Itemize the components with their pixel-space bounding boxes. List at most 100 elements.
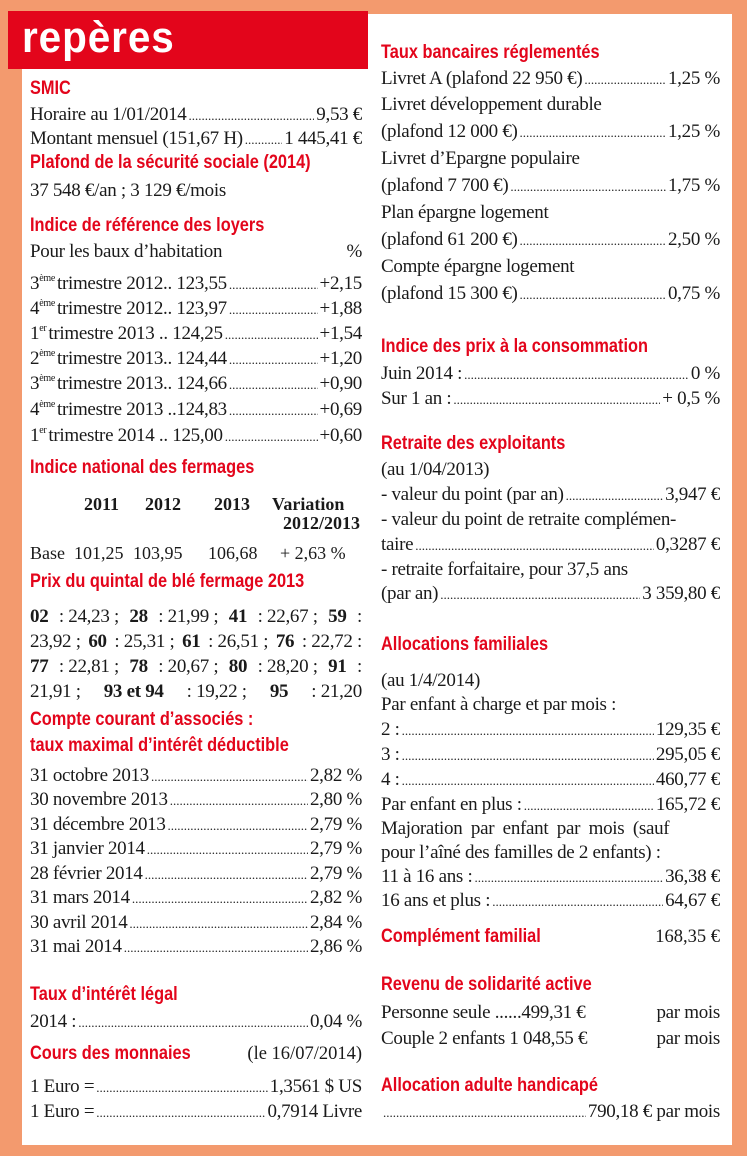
department-number: 76 xyxy=(275,631,295,652)
line-label: 16 ans et plus : xyxy=(381,890,491,911)
ordinal-suffix: ème xyxy=(39,373,55,384)
section-heading: Cours des monnaies xyxy=(30,1043,191,1064)
list-item: 3 : 295,05 € xyxy=(381,744,720,767)
line-label: 31 décembre 2013 xyxy=(30,814,166,835)
line-label: 4ème trimestre 2012.. 123,97 xyxy=(30,293,227,320)
line-value: 2,50 % xyxy=(667,229,720,250)
list-item: 16 ans et plus : 64,67 € xyxy=(381,890,720,913)
list-item: (plafond 7 700 €) 1,75 % xyxy=(381,175,720,198)
list-item: Pour les baux d’habitation% xyxy=(30,241,362,263)
header-banner: repères xyxy=(8,11,368,69)
table-cell: Base xyxy=(30,543,65,563)
line-value: 0 % xyxy=(690,363,720,384)
line-label: (plafond 7 700 €) xyxy=(381,175,509,196)
department-number: 78 xyxy=(129,656,148,677)
line-value: + 0,5 % xyxy=(662,388,720,409)
price-text: : xyxy=(352,606,362,627)
section-heading: Indice national des fermages xyxy=(30,457,255,478)
price-text: 21,91 ; xyxy=(30,681,86,702)
line-value: 2,82 % xyxy=(309,887,362,908)
dot-leader xyxy=(229,399,318,422)
list-item: taire 0,3287 € xyxy=(381,534,720,557)
ordinal: 1 xyxy=(30,323,40,344)
list-item: 31 octobre 2013 2,82 % xyxy=(30,765,362,788)
list-item: Couple 2 enfants 1 048,55 € par mois xyxy=(381,1028,720,1050)
table-header: Variation xyxy=(272,494,345,514)
list-item: - valeur du point de retraite complémen- xyxy=(381,509,720,531)
line-label-text: trimestre 2013 ..124,83 xyxy=(56,399,227,420)
line-value: 2,82 % xyxy=(309,765,362,786)
list-item: Par enfant à charge et par mois : xyxy=(381,694,720,716)
list-item: Sur 1 an : + 0,5 % xyxy=(381,388,720,411)
line-value: 295,05 € xyxy=(655,744,720,765)
line-value: +1,54 xyxy=(319,323,363,344)
dot-leader xyxy=(520,229,666,252)
list-item: Livret A (plafond 22 950 €) 1,25 % xyxy=(381,68,720,91)
dot-leader xyxy=(524,794,654,817)
list-item: Compte épargne logement xyxy=(381,256,720,278)
dot-leader xyxy=(415,534,654,557)
dot-leader xyxy=(520,283,666,306)
ordinal-suffix: ème xyxy=(39,348,55,359)
line-label: 11 à 16 ans : xyxy=(381,866,473,887)
line-value: +0,90 xyxy=(319,373,363,394)
line-label: Montant mensuel (151,67 H) xyxy=(30,128,243,149)
list-item: (plafond 15 300 €) 0,75 % xyxy=(381,283,720,306)
line-value: 0,04 % xyxy=(309,1011,362,1032)
list-item: Horaire au 1/01/2014 9,53 € xyxy=(30,104,362,127)
department-number: 28 xyxy=(129,606,148,627)
line-label: (plafond 61 200 €) xyxy=(381,229,518,250)
section-heading: Compte courant d’associés : xyxy=(30,709,254,730)
line-label: (plafond 15 300 €) xyxy=(381,283,518,304)
line-label: Sur 1 an : xyxy=(381,388,452,409)
dot-leader xyxy=(383,1101,586,1124)
department-number: 41 xyxy=(228,606,248,627)
dot-leader xyxy=(464,363,689,386)
line-text: Livret développement durable xyxy=(381,94,602,115)
line-value: 3,947 € xyxy=(665,484,720,505)
dot-leader xyxy=(402,769,654,792)
section-heading: Allocation adulte handicapé xyxy=(381,1075,599,1096)
line-value: 2,79 % xyxy=(309,863,362,884)
left-border xyxy=(10,14,22,1145)
line-value: 2,80 % xyxy=(309,789,362,810)
list-item: 2 : 129,35 € xyxy=(381,719,720,742)
line-label: 2ème trimestre 2013.. 124,44 xyxy=(30,343,227,370)
dot-leader xyxy=(584,68,666,91)
line-value: 2,79 % xyxy=(309,814,362,835)
line-label: 4 : xyxy=(381,769,400,790)
dot-leader xyxy=(96,1076,268,1099)
list-item: 30 avril 2014 2,84 % xyxy=(30,912,362,935)
price-text: 23,92 ; xyxy=(30,631,86,652)
list-item: Montant mensuel (151,67 H) 1 445,41 € xyxy=(30,128,362,151)
line-label: 4ème trimestre 2013 ..124,83 xyxy=(30,394,227,421)
line-text: (au 1/4/2014) xyxy=(381,670,480,691)
price-text: : 22,81 ; xyxy=(54,656,124,677)
list-item: Livret développement durable xyxy=(381,94,720,116)
ordinal: 2 xyxy=(30,348,40,369)
list-item: Majoration par enfant par mois (sauf xyxy=(381,818,720,840)
table-cell: + 2,63 % xyxy=(280,543,346,563)
line-value: 460,77 € xyxy=(655,769,720,790)
ordinal: 1 xyxy=(30,425,40,446)
dot-leader xyxy=(245,128,282,151)
line-label: taire xyxy=(381,534,414,555)
dot-leader xyxy=(402,719,654,742)
line-label: 31 janvier 2014 xyxy=(30,838,145,859)
price-text: : 22,67 ; xyxy=(253,606,323,627)
section-heading: SMIC xyxy=(30,78,71,99)
price-text: : 21,20 xyxy=(306,681,362,702)
page-title: repères xyxy=(22,13,175,62)
line-label-text: trimestre 2013 .. 124,25 xyxy=(48,323,223,344)
list-item: 11 à 16 ans : 36,38 € xyxy=(381,866,720,889)
list-item: (au 1/4/2014) xyxy=(381,670,720,692)
department-number: 95 xyxy=(269,681,289,702)
department-number: 93 et 94 xyxy=(103,681,164,702)
line-label: 30 novembre 2013 xyxy=(30,789,168,810)
table-cell: 106,68 xyxy=(208,543,258,563)
table-header: 2013 xyxy=(214,494,250,514)
